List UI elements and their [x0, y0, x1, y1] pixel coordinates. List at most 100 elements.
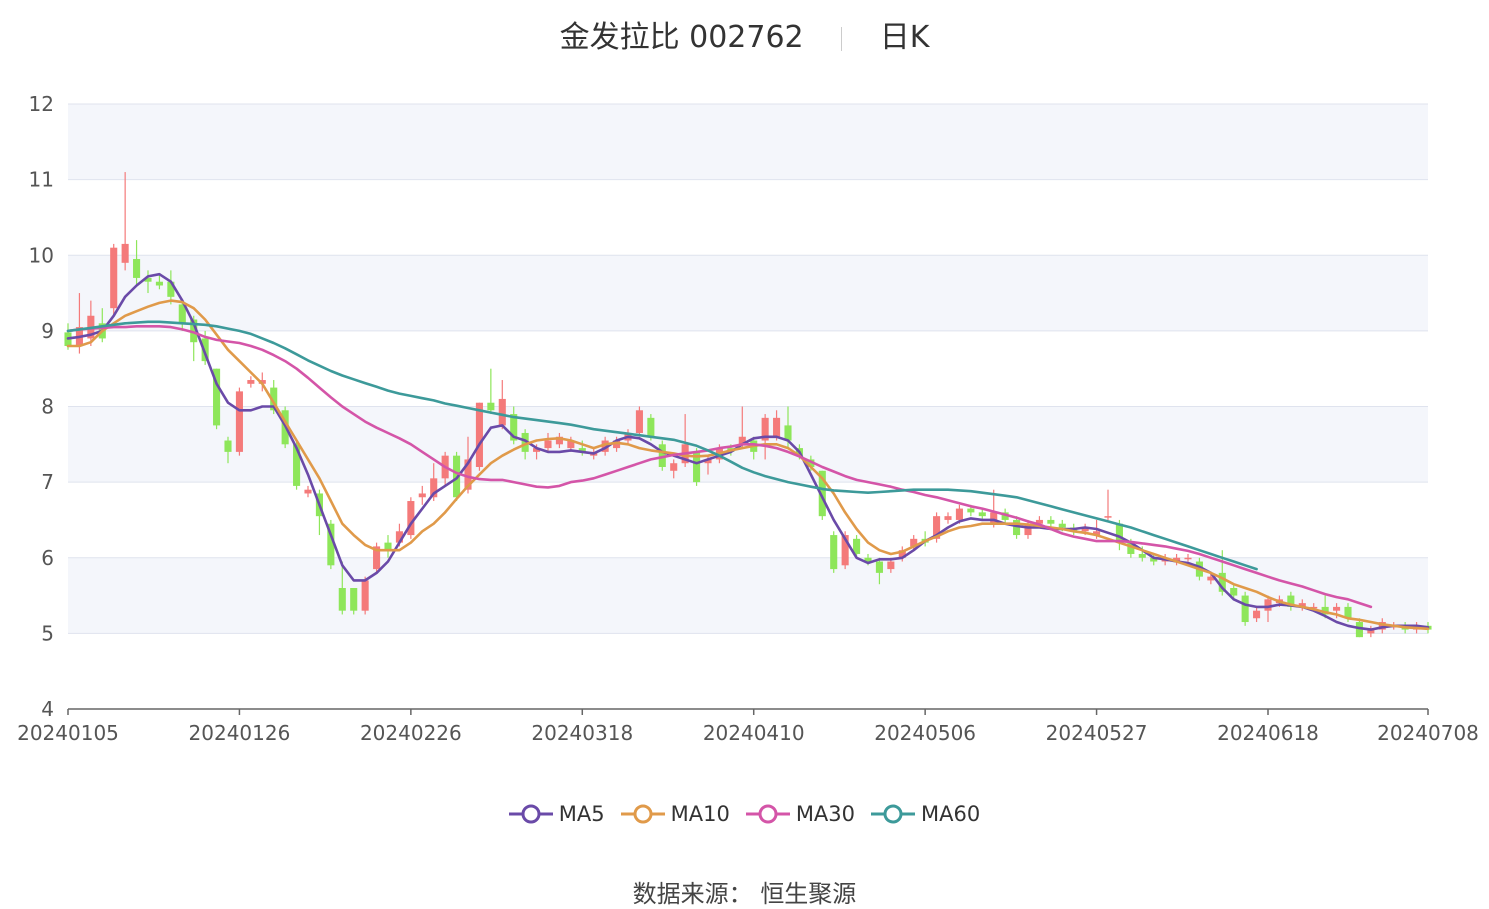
candle-body	[110, 247, 118, 309]
candle	[830, 531, 838, 573]
candle	[1367, 625, 1375, 638]
data-source: 数据来源： 恒生聚源	[0, 874, 1489, 909]
candle-body	[395, 531, 403, 543]
candle-body	[1344, 606, 1352, 619]
candle-body	[807, 459, 815, 467]
x-tick-label: 20240618	[1217, 721, 1319, 745]
candle-body	[738, 436, 746, 445]
candle	[1150, 553, 1158, 566]
candle-body	[1287, 595, 1295, 607]
band	[68, 104, 1428, 180]
candle	[258, 372, 266, 392]
candle-body	[704, 459, 712, 464]
candle-body	[350, 588, 358, 611]
candle-body	[647, 417, 655, 437]
candle-body	[613, 440, 621, 449]
candle-body	[464, 459, 472, 490]
candle-body	[258, 380, 266, 384]
candle-body	[990, 512, 998, 524]
candle-body	[304, 489, 312, 494]
candle-body	[761, 417, 769, 441]
candle-body	[487, 402, 495, 411]
candle-body	[475, 402, 483, 467]
y-tick-label: 6	[41, 546, 54, 570]
candle-body	[578, 448, 586, 452]
legend-item-ma60[interactable]: MA60	[871, 802, 980, 826]
candle-body	[247, 380, 255, 384]
title-divider	[841, 26, 843, 51]
x-tick-label: 20240126	[189, 721, 291, 745]
candle-body	[1104, 516, 1112, 518]
y-tick-label: 5	[41, 621, 54, 645]
y-axis: 4 5 6 7 8 9 10 11 12	[29, 92, 54, 721]
candle-body	[1047, 519, 1055, 524]
candle-body	[875, 561, 883, 573]
candle	[235, 387, 243, 456]
legend: MA5 MA10 MA30 MA60	[0, 802, 1489, 830]
candle	[1013, 516, 1021, 539]
source-label: 数据来源：	[632, 880, 753, 908]
legend-label: MA60	[921, 802, 981, 826]
y-tick-label: 10	[29, 243, 54, 267]
candle-body	[670, 463, 678, 471]
candle-body	[567, 440, 575, 449]
candle-body	[933, 516, 941, 539]
legend-item-ma5[interactable]: MA5	[508, 802, 605, 826]
line-ma30	[66, 324, 1373, 609]
legend-label: MA10	[670, 802, 730, 826]
candle	[1298, 599, 1306, 611]
candle-body	[1127, 542, 1135, 554]
candle	[1241, 591, 1249, 626]
candle-body	[1173, 557, 1181, 562]
candle-body	[635, 410, 643, 433]
candle	[635, 406, 643, 437]
candle	[670, 459, 678, 479]
legend-label: MA5	[558, 802, 605, 826]
ma-lines	[66, 272, 1430, 631]
candle	[1173, 553, 1181, 566]
candle-body	[1115, 523, 1123, 543]
period-label: 日K	[879, 20, 930, 55]
candle	[1378, 618, 1386, 634]
candle-body	[407, 501, 415, 536]
source-name: 恒生聚源	[760, 880, 857, 908]
legend-item-ma30[interactable]: MA30	[745, 802, 856, 826]
candle	[498, 380, 506, 430]
candle-body	[235, 391, 243, 452]
candle-body	[373, 546, 381, 570]
band	[68, 255, 1428, 331]
candle-body	[293, 444, 301, 486]
candle-body	[1184, 557, 1192, 560]
candle-body	[773, 417, 781, 437]
y-tick-label: 8	[41, 395, 54, 419]
candle-body	[853, 538, 861, 554]
chart-title: 金发拉比 002762 日K	[0, 12, 1489, 56]
candle-body	[167, 281, 175, 297]
candle-body	[224, 440, 232, 452]
candle	[224, 436, 232, 464]
x-tick-label: 20240506	[874, 721, 976, 745]
candle-body	[955, 508, 963, 520]
candle-body	[178, 304, 186, 324]
candle-body	[1333, 606, 1341, 611]
candle-body	[1241, 595, 1249, 623]
candle-body	[1230, 588, 1238, 596]
x-tick-label: 20240105	[17, 721, 119, 745]
candle	[361, 576, 369, 615]
candle-body	[213, 368, 221, 426]
candle	[133, 240, 141, 286]
candle-body	[384, 542, 392, 551]
candle-body	[144, 277, 152, 282]
candle-body	[510, 414, 518, 441]
x-tick-label: 20240708	[1377, 721, 1479, 745]
candle-body	[1218, 572, 1226, 592]
candle-body	[201, 338, 209, 362]
legend-label: MA30	[795, 802, 856, 826]
legend-item-ma10[interactable]: MA10	[620, 802, 730, 826]
line-ma60	[66, 320, 1258, 571]
y-tick-label: 9	[41, 319, 54, 343]
candle	[1047, 516, 1055, 528]
candle	[384, 535, 392, 558]
candle	[373, 542, 381, 573]
candle-body	[498, 398, 506, 426]
